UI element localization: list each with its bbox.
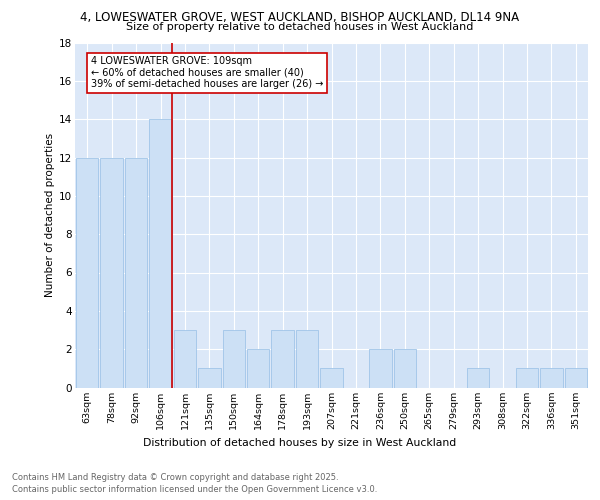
Bar (515, 368, 538, 388)
Bar (173, 330, 196, 388)
Bar (394, 349, 416, 388)
Text: Distribution of detached houses by size in West Auckland: Distribution of detached houses by size … (143, 438, 457, 448)
Bar (565, 368, 587, 388)
Text: Contains HM Land Registry data © Crown copyright and database right 2025.: Contains HM Land Registry data © Crown c… (12, 472, 338, 482)
Bar (467, 368, 490, 388)
Text: 4, LOWESWATER GROVE, WEST AUCKLAND, BISHOP AUCKLAND, DL14 9NA: 4, LOWESWATER GROVE, WEST AUCKLAND, BISH… (80, 11, 520, 24)
Bar (271, 330, 294, 388)
Y-axis label: Number of detached properties: Number of detached properties (45, 133, 55, 297)
Text: Size of property relative to detached houses in West Auckland: Size of property relative to detached ho… (127, 22, 473, 32)
Text: Contains public sector information licensed under the Open Government Licence v3: Contains public sector information licen… (12, 485, 377, 494)
Bar (149, 119, 172, 388)
Bar (76, 158, 98, 388)
Bar (540, 368, 563, 388)
Bar (100, 158, 123, 388)
Bar (369, 349, 392, 388)
Text: 4 LOWESWATER GROVE: 109sqm
← 60% of detached houses are smaller (40)
39% of semi: 4 LOWESWATER GROVE: 109sqm ← 60% of deta… (91, 56, 323, 89)
Bar (198, 368, 221, 388)
Bar (125, 158, 148, 388)
Bar (223, 330, 245, 388)
Bar (296, 330, 319, 388)
Bar (247, 349, 269, 388)
Bar (320, 368, 343, 388)
